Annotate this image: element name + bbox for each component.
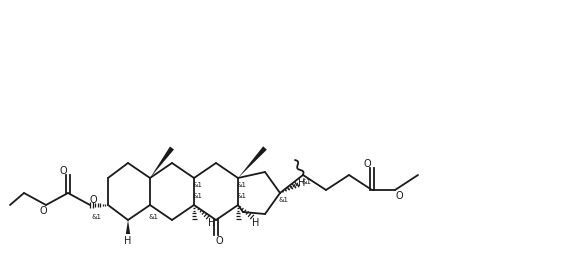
Text: &1: &1 [192,193,202,199]
Text: &1: &1 [91,214,101,220]
Polygon shape [126,220,130,234]
Text: O: O [363,159,371,169]
Text: &1: &1 [192,182,202,188]
Text: &1: &1 [278,197,288,203]
Text: H: H [209,218,216,228]
Polygon shape [238,146,267,178]
Text: &1: &1 [236,182,246,188]
Text: O: O [395,191,403,201]
Text: &1: &1 [236,193,246,199]
Text: O: O [59,166,67,176]
Text: H: H [252,218,260,228]
Text: H: H [124,236,132,246]
Polygon shape [150,147,174,178]
Text: O: O [89,195,97,205]
Text: H: H [298,178,306,188]
Text: O: O [39,206,47,216]
Text: &1: &1 [301,179,311,185]
Text: O: O [215,236,223,246]
Text: &1: &1 [148,214,158,220]
